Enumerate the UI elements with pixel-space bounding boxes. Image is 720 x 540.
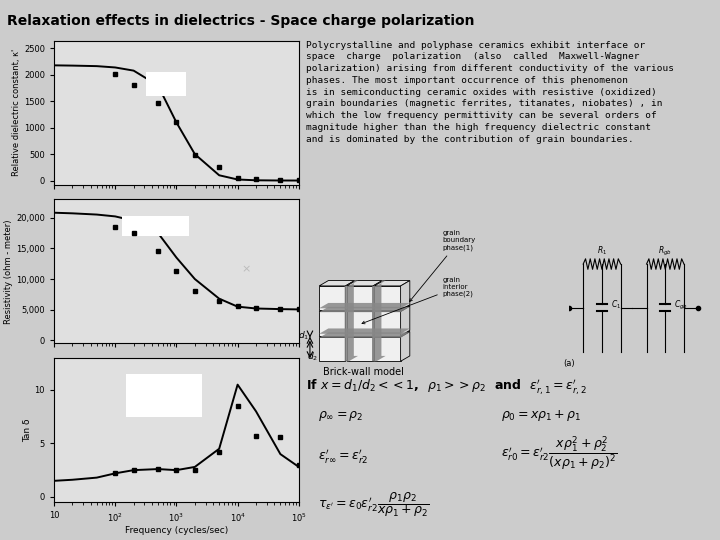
Text: $d_1$: $d_1$ [298,329,309,342]
Text: Relaxation effects in dielectrics - Space charge polarization: Relaxation effects in dielectrics - Spac… [7,14,474,28]
Text: If $x = d_1/d_2 << 1$,  $\rho_1 >> \rho_2$  and  $\varepsilon^{\prime}_{r,1} = \: If $x = d_1/d_2 << 1$, $\rho_1 >> \rho_2… [306,378,587,397]
Polygon shape [319,307,410,312]
Text: $C_1$: $C_1$ [611,299,621,311]
Polygon shape [347,337,373,361]
Y-axis label: Tan δ: Tan δ [23,418,32,442]
Bar [146,72,186,96]
Polygon shape [347,332,382,337]
Polygon shape [346,332,355,361]
Polygon shape [346,306,355,336]
Polygon shape [319,328,410,334]
Text: Brick-wall model: Brick-wall model [323,367,404,377]
Polygon shape [345,281,358,361]
Bar [126,374,202,417]
Bar [122,217,189,236]
Polygon shape [347,312,373,336]
Polygon shape [372,281,386,361]
Polygon shape [400,281,410,310]
Polygon shape [319,312,346,336]
Text: $R_{gb}$: $R_{gb}$ [658,245,672,258]
Text: grain
interior
phase(2): grain interior phase(2) [362,276,474,324]
Polygon shape [319,306,355,312]
Polygon shape [319,281,355,286]
Polygon shape [347,286,373,310]
Text: $R_1$: $R_1$ [597,245,607,258]
Polygon shape [319,332,355,337]
Polygon shape [373,281,382,310]
Text: $\rho_\infty = \rho_2$: $\rho_\infty = \rho_2$ [318,409,364,423]
Text: $C_{gb}$: $C_{gb}$ [674,299,688,312]
Polygon shape [374,332,410,337]
Polygon shape [373,332,382,361]
X-axis label: Frequency (cycles/sec): Frequency (cycles/sec) [125,526,228,535]
Text: grain
boundary
phase(1): grain boundary phase(1) [410,231,476,301]
Polygon shape [374,281,410,286]
Text: $\tau_{\varepsilon^{\prime}} = \varepsilon_0 \varepsilon^{\prime}_{r2} \dfrac{\r: $\tau_{\varepsilon^{\prime}} = \varepsil… [318,490,430,519]
Y-axis label: Resistivity (ohm - meter): Resistivity (ohm - meter) [4,219,13,323]
Polygon shape [374,286,400,310]
Polygon shape [374,306,410,312]
Text: $\varepsilon^{\prime}_{r\infty} = \varepsilon^{\prime}_{r2}$: $\varepsilon^{\prime}_{r\infty} = \varep… [318,447,369,465]
Polygon shape [347,281,382,286]
Text: (a): (a) [563,359,575,368]
Text: $d_2$: $d_2$ [307,350,318,363]
Polygon shape [373,306,382,336]
Polygon shape [347,306,382,312]
Y-axis label: Relative dielectric constant, κ': Relative dielectric constant, κ' [12,49,21,176]
Text: Polycrystalline and polyphase ceramics exhibit interface or
space  charge  polar: Polycrystalline and polyphase ceramics e… [306,40,674,144]
Text: $\varepsilon^{\prime}_{r0} = \varepsilon^{\prime}_{r2} \dfrac{x\rho_1^2 + \rho_2: $\varepsilon^{\prime}_{r0} = \varepsilon… [501,435,617,472]
Polygon shape [374,337,400,361]
Polygon shape [319,303,410,308]
Text: ×: × [242,265,251,275]
Polygon shape [346,281,355,310]
Text: $\rho_0 = x\rho_1 + \rho_1$: $\rho_0 = x\rho_1 + \rho_1$ [501,408,582,423]
Polygon shape [400,306,410,336]
Polygon shape [319,332,410,338]
Polygon shape [400,332,410,361]
Polygon shape [319,286,346,310]
Polygon shape [374,312,400,336]
Polygon shape [319,337,346,361]
